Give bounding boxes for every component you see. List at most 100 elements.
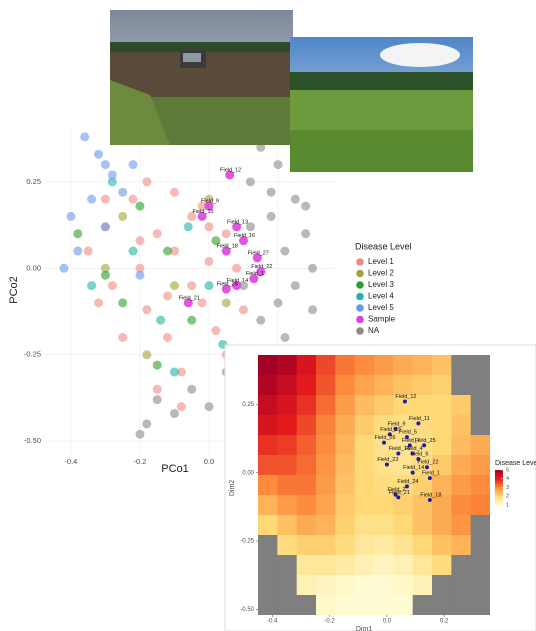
cell <box>354 495 375 516</box>
point-label: Field_9 <box>201 199 219 205</box>
point <box>225 170 235 180</box>
cell <box>277 555 298 576</box>
cell <box>335 415 356 436</box>
cell <box>296 535 317 556</box>
cell <box>335 475 356 496</box>
cell <box>354 375 375 396</box>
x-axis-label: Dim1 <box>356 626 372 631</box>
legend-swatch <box>356 292 364 301</box>
cell <box>412 375 433 396</box>
point-label: Field_13 <box>227 219 248 225</box>
cell <box>451 435 472 456</box>
point <box>128 246 138 256</box>
cell <box>393 515 414 536</box>
point <box>252 253 262 263</box>
legend-swatch <box>356 258 364 266</box>
point <box>204 281 214 291</box>
cell <box>374 395 394 416</box>
cell <box>277 535 298 556</box>
cell <box>335 375 356 396</box>
point <box>197 211 207 221</box>
point <box>142 305 152 315</box>
cell <box>374 455 394 476</box>
cell <box>316 435 336 456</box>
point <box>280 332 290 342</box>
cell <box>258 595 278 615</box>
cell <box>470 475 490 496</box>
point <box>256 315 266 325</box>
cell <box>316 515 336 536</box>
point <box>128 194 138 204</box>
cell <box>451 495 472 516</box>
cell <box>258 555 278 576</box>
y-tick-label: 0.00 <box>242 470 254 476</box>
legend-swatch <box>356 304 364 312</box>
point <box>59 263 69 273</box>
pcoa-plot: -0.4-0.20.00.2-0.50-0.250.000.25PCo1PCo2… <box>8 130 412 475</box>
point <box>118 211 128 221</box>
cell <box>335 395 356 416</box>
cell <box>335 435 356 456</box>
cell <box>316 535 336 556</box>
cell <box>412 555 433 576</box>
cell <box>277 515 298 536</box>
cell <box>296 575 317 596</box>
point <box>87 281 97 291</box>
colorbar-slice <box>495 485 503 488</box>
point <box>169 281 179 291</box>
cell <box>451 415 472 436</box>
point <box>135 270 145 280</box>
field-point <box>410 451 415 456</box>
x-tick-label: -0.2 <box>324 619 335 625</box>
cell <box>316 455 336 476</box>
point <box>163 291 173 301</box>
cell <box>451 515 472 536</box>
cell <box>470 375 490 396</box>
colorbar-slice <box>495 501 503 504</box>
point-label: Field_14 <box>227 278 248 284</box>
cell <box>451 395 472 416</box>
cell <box>451 455 472 476</box>
y-tick-label: -0.25 <box>240 539 254 545</box>
cell <box>412 415 433 436</box>
cell <box>335 575 356 596</box>
point <box>211 326 221 336</box>
point <box>197 298 207 308</box>
point-label: Field_12 <box>220 167 241 173</box>
cell <box>451 475 472 496</box>
cell <box>296 475 317 496</box>
legend-title: Disease Level <box>355 241 412 251</box>
point-label: Field_22 <box>251 264 272 270</box>
point <box>73 229 83 239</box>
point <box>301 201 311 211</box>
cell <box>412 495 433 516</box>
cell <box>296 395 317 416</box>
cell <box>354 595 375 615</box>
cell <box>354 355 375 376</box>
cell <box>335 555 356 576</box>
point-label: Field_15 <box>193 209 214 215</box>
cell <box>316 495 336 516</box>
cell <box>335 515 356 536</box>
cell <box>374 495 394 516</box>
point <box>169 367 179 377</box>
field-label: Field_14 <box>403 465 424 471</box>
point <box>301 229 311 239</box>
cell <box>470 595 490 615</box>
field-label: Field_5 <box>399 430 417 436</box>
point <box>204 256 214 266</box>
cell <box>354 475 375 496</box>
cell <box>393 455 414 476</box>
point <box>73 246 83 256</box>
cell <box>316 595 336 615</box>
cell <box>354 455 375 476</box>
cell <box>412 515 433 536</box>
point <box>100 222 110 232</box>
point <box>256 142 266 152</box>
colorbar-slice <box>495 477 503 480</box>
cell <box>451 595 472 615</box>
cell <box>393 495 414 516</box>
cell <box>470 455 490 476</box>
point <box>94 149 104 159</box>
point <box>249 274 259 284</box>
